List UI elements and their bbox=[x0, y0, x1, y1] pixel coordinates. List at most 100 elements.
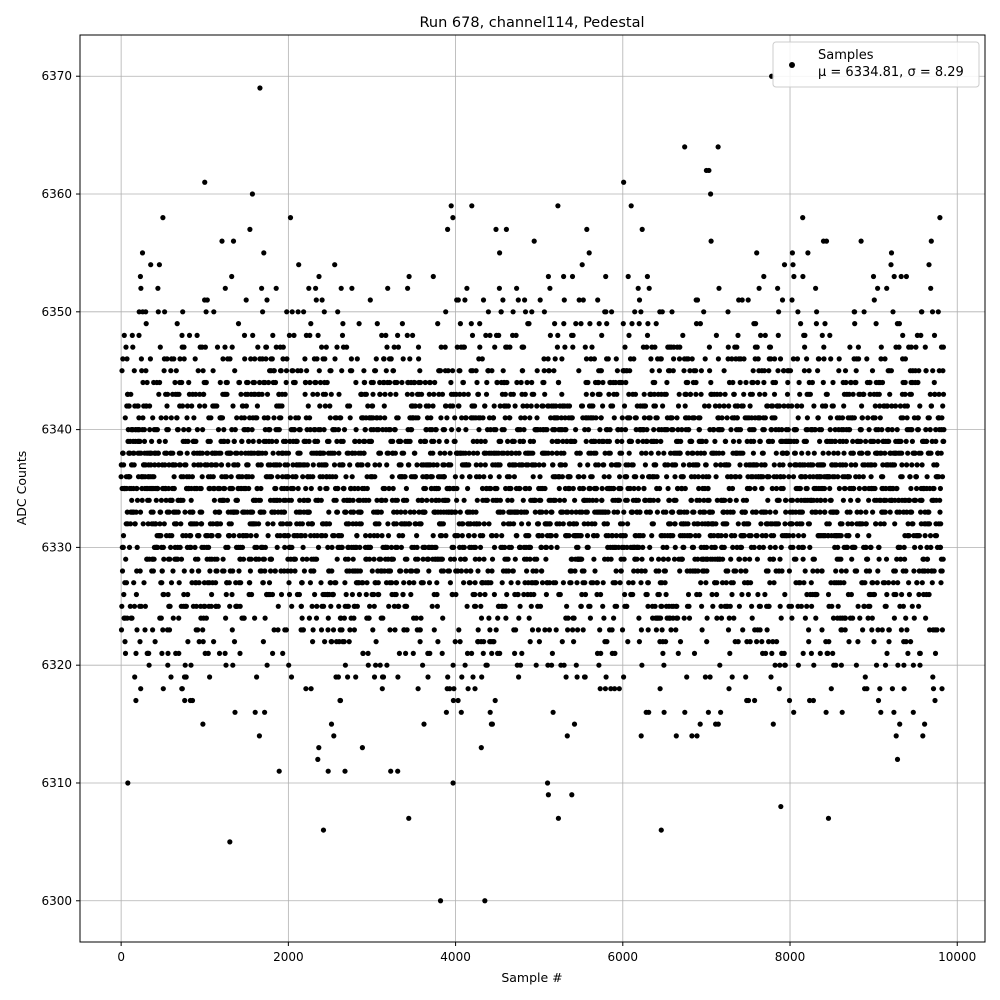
data-point bbox=[333, 415, 339, 421]
data-point bbox=[759, 639, 765, 645]
data-point bbox=[209, 591, 215, 598]
data-point bbox=[828, 686, 834, 692]
data-point bbox=[609, 462, 615, 468]
data-point bbox=[800, 544, 807, 551]
data-point bbox=[734, 344, 740, 350]
data-point bbox=[874, 580, 880, 586]
x-tick-label: 4000 bbox=[440, 950, 471, 964]
data-point bbox=[917, 403, 923, 409]
data-point bbox=[704, 544, 710, 551]
data-point bbox=[914, 462, 920, 468]
data-point bbox=[612, 580, 619, 586]
data-point bbox=[513, 332, 519, 338]
data-point bbox=[318, 497, 324, 503]
data-point bbox=[750, 450, 757, 456]
data-point bbox=[157, 344, 163, 350]
data-point bbox=[366, 497, 372, 503]
data-point bbox=[777, 556, 783, 562]
data-point bbox=[686, 615, 693, 621]
data-point bbox=[426, 403, 432, 409]
data-point bbox=[906, 533, 912, 539]
data-point bbox=[762, 591, 768, 598]
data-point bbox=[772, 379, 779, 386]
data-point bbox=[289, 309, 295, 315]
data-point bbox=[188, 533, 194, 539]
data-point bbox=[763, 509, 769, 515]
data-point bbox=[325, 768, 331, 774]
data-point bbox=[520, 438, 527, 444]
data-point bbox=[526, 321, 532, 327]
data-point bbox=[905, 450, 911, 456]
data-point bbox=[720, 450, 726, 456]
data-point bbox=[223, 591, 229, 598]
data-point bbox=[670, 533, 676, 539]
data-point bbox=[706, 344, 713, 350]
data-point bbox=[180, 309, 186, 315]
data-point bbox=[238, 580, 244, 586]
data-point bbox=[722, 391, 728, 397]
data-point bbox=[672, 474, 678, 480]
data-point bbox=[225, 462, 231, 468]
data-point bbox=[884, 285, 890, 291]
data-point bbox=[614, 368, 621, 374]
data-point bbox=[472, 556, 478, 562]
data-point bbox=[306, 285, 312, 291]
data-point bbox=[407, 521, 413, 527]
data-point bbox=[491, 639, 497, 645]
data-point bbox=[564, 438, 570, 444]
data-point bbox=[296, 591, 302, 598]
data-point bbox=[511, 438, 517, 444]
data-point bbox=[302, 391, 308, 397]
data-point bbox=[786, 533, 792, 539]
data-point bbox=[427, 650, 433, 657]
data-point bbox=[664, 544, 670, 551]
data-point bbox=[230, 403, 236, 409]
data-point bbox=[735, 403, 741, 409]
data-point bbox=[431, 627, 437, 633]
data-points bbox=[118, 73, 947, 904]
data-point bbox=[748, 580, 754, 586]
data-point bbox=[215, 603, 221, 609]
data-point bbox=[509, 450, 515, 456]
data-point bbox=[846, 639, 852, 645]
data-point bbox=[462, 297, 468, 303]
data-point bbox=[637, 509, 643, 515]
data-point bbox=[941, 438, 947, 444]
data-point bbox=[487, 474, 493, 480]
data-point bbox=[261, 556, 267, 562]
data-point bbox=[891, 273, 897, 280]
data-point bbox=[341, 485, 347, 492]
data-point bbox=[377, 379, 383, 386]
data-point bbox=[439, 533, 445, 539]
data-point bbox=[929, 309, 936, 315]
data-point bbox=[451, 544, 457, 551]
data-point bbox=[806, 627, 812, 633]
data-point bbox=[298, 603, 304, 609]
data-point bbox=[304, 462, 310, 468]
data-point bbox=[675, 403, 682, 409]
data-point bbox=[676, 391, 682, 397]
data-point bbox=[190, 509, 196, 515]
data-point bbox=[489, 533, 495, 539]
data-point bbox=[457, 639, 463, 645]
data-point bbox=[865, 450, 871, 456]
data-point bbox=[185, 639, 191, 645]
data-point bbox=[847, 509, 853, 515]
data-point bbox=[289, 544, 295, 551]
data-point bbox=[652, 379, 658, 386]
data-point bbox=[737, 427, 744, 433]
data-point bbox=[489, 650, 495, 657]
data-point bbox=[159, 568, 165, 574]
data-point bbox=[713, 462, 719, 468]
data-point bbox=[582, 344, 588, 350]
data-point bbox=[475, 627, 481, 633]
data-point bbox=[463, 427, 469, 433]
data-point bbox=[780, 462, 786, 468]
data-point bbox=[178, 450, 184, 456]
data-point bbox=[340, 321, 346, 327]
data-point bbox=[417, 403, 423, 409]
data-point bbox=[285, 474, 291, 480]
data-point bbox=[760, 474, 766, 480]
data-point bbox=[194, 332, 200, 338]
data-point bbox=[510, 391, 516, 397]
